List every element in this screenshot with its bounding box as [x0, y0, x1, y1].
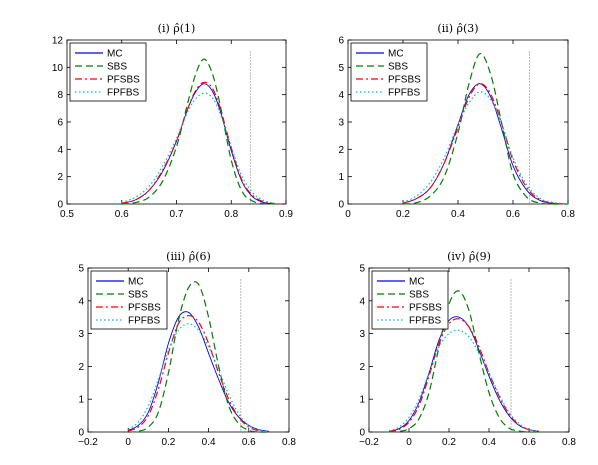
x-tick-label: 0.4 — [202, 437, 216, 448]
legend-label-fpfbs: FPFBS — [409, 316, 442, 327]
y-tick-label: 12 — [52, 36, 64, 47]
y-tick-label: 1 — [359, 395, 365, 406]
x-tick-label: 0.7 — [170, 209, 184, 220]
x-tick-label: 0.2 — [396, 209, 410, 220]
plot-frame — [87, 267, 290, 433]
y-tick-label: 6 — [57, 118, 63, 129]
y-tick-label: 4 — [338, 90, 344, 101]
x-tick-label: 0.9 — [279, 209, 293, 220]
y-tick-label: 2 — [359, 362, 365, 373]
series-line-mc — [388, 316, 540, 432]
legend-label-sbs: SBS — [409, 290, 429, 301]
series-line-sbs — [402, 53, 569, 205]
y-tick-label: 4 — [57, 145, 63, 156]
legend-label-sbs: SBS — [107, 62, 127, 73]
legend-label-fpfbs: FPFBS — [388, 88, 421, 99]
y-tick-label: 8 — [57, 90, 63, 101]
series-line-mc — [127, 311, 269, 432]
legend: MC SBS PFSBS FPFBS — [69, 42, 147, 102]
x-tick-label: 0.8 — [282, 437, 296, 448]
panel-title: (iii) ρ̂(6) — [166, 250, 211, 263]
x-tick-label: 0 — [345, 209, 351, 220]
legend-label-sbs: SBS — [388, 62, 408, 73]
x-tick-label: 0.4 — [451, 209, 465, 220]
x-tick-label: 0.6 — [522, 437, 536, 448]
x-tick-label: 0.5 — [60, 209, 74, 220]
legend-label-mc: MC — [409, 277, 425, 288]
panel-title: (ii) ρ̂(3) — [437, 22, 478, 35]
x-tick-label: 0.6 — [115, 209, 129, 220]
series-line-fpfbs — [402, 91, 569, 205]
y-tick-label: 5 — [78, 264, 84, 275]
series-line-mc — [121, 83, 276, 205]
y-tick-label: 3 — [359, 329, 365, 340]
series-line-sbs — [128, 281, 269, 433]
panel-4: (iv) ρ̂(9)−0.2 0 0.2 0.4 0.6 0.8012345MCSBSPF… — [359, 250, 576, 448]
y-tick-label: 0 — [359, 428, 365, 439]
x-tick-label: 0.6 — [242, 437, 256, 448]
series-line-pfsbs — [388, 318, 540, 432]
y-tick-label: 6 — [338, 36, 344, 47]
y-tick-label: 2 — [78, 362, 84, 373]
panel-2: (ii) ρ̂(3) 0 0.2 0.4 0.6 0.8 0 1 2 3 4 5 6 MC SBS PFSBS… — [338, 22, 575, 220]
y-tick-label: 4 — [359, 296, 365, 307]
y-tick-label: 1 — [78, 395, 84, 406]
series-line-sbs — [388, 290, 540, 433]
x-tick-label: 0 — [125, 437, 131, 448]
series-line-sbs — [121, 58, 276, 205]
legend-label-pfsbs: PFSBS — [388, 75, 421, 86]
y-tick-label: 4 — [78, 296, 84, 307]
legend-label-fpfbs: FPFBS — [107, 88, 140, 99]
legend-label-fpfbs: FPFBS — [128, 316, 161, 327]
y-tick-label: 0 — [57, 200, 63, 211]
panel-title: (iv) ρ̂(9) — [447, 250, 491, 263]
y-tick-label: 2 — [338, 145, 344, 156]
x-tick-label: 0.4 — [482, 437, 496, 448]
y-tick-label: 1 — [338, 172, 344, 183]
legend-label-pfsbs: PFSBS — [107, 75, 140, 86]
legend-label-pfsbs: PFSBS — [128, 303, 161, 314]
legend-label-mc: MC — [388, 49, 404, 60]
x-tick-label: 0.8 — [561, 209, 575, 220]
panel-3: (iii) ρ̂(6)−0.2 0 0.2 0.4 0.6 0.8012345MCSBSP… — [78, 250, 296, 448]
y-tick-label: 2 — [57, 172, 63, 183]
x-tick-label: 0.2 — [442, 437, 456, 448]
legend-label-mc: MC — [107, 49, 123, 60]
panel-1: (i) ρ̂(1) 0.5 0.6 0.7 0.8 0.9 0 2 4 6 8 10 12 MC SBS PF… — [52, 22, 294, 220]
y-tick-label: 3 — [78, 329, 84, 340]
x-tick-label: 0.2 — [161, 437, 175, 448]
series-line-pfsbs — [402, 83, 569, 205]
series-line-pfsbs — [128, 314, 269, 433]
x-tick-label: 0.6 — [506, 209, 520, 220]
series-line-mc — [402, 83, 569, 205]
plot-frame — [368, 267, 570, 433]
x-tick-label: 0.8 — [562, 437, 576, 448]
series-line-fpfbs — [127, 323, 270, 433]
legend-label-mc: MC — [128, 277, 144, 288]
legend: MC SBS PFSBS FPFBS — [371, 270, 449, 330]
x-tick-label: 0.8 — [224, 209, 238, 220]
series-line-pfsbs — [121, 81, 276, 205]
y-tick-label: 0 — [338, 200, 344, 211]
series-line-fpfbs — [121, 92, 276, 204]
legend-label-sbs: SBS — [128, 290, 148, 301]
y-tick-label: 5 — [359, 264, 365, 275]
legend-label-pfsbs: PFSBS — [409, 303, 442, 314]
legend: MC SBS PFSBS FPFBS — [90, 270, 168, 330]
y-tick-label: 3 — [338, 118, 344, 129]
y-tick-label: 0 — [78, 428, 84, 439]
x-tick-label: −0.2 — [78, 437, 98, 448]
x-tick-label: −0.2 — [359, 437, 379, 448]
y-tick-label: 5 — [338, 63, 344, 74]
x-tick-label: 0 — [406, 437, 412, 448]
y-tick-label: 10 — [52, 63, 64, 74]
panel-title: (i) ρ̂(1) — [158, 22, 196, 35]
legend: MC SBS PFSBS FPFBS — [350, 42, 428, 102]
